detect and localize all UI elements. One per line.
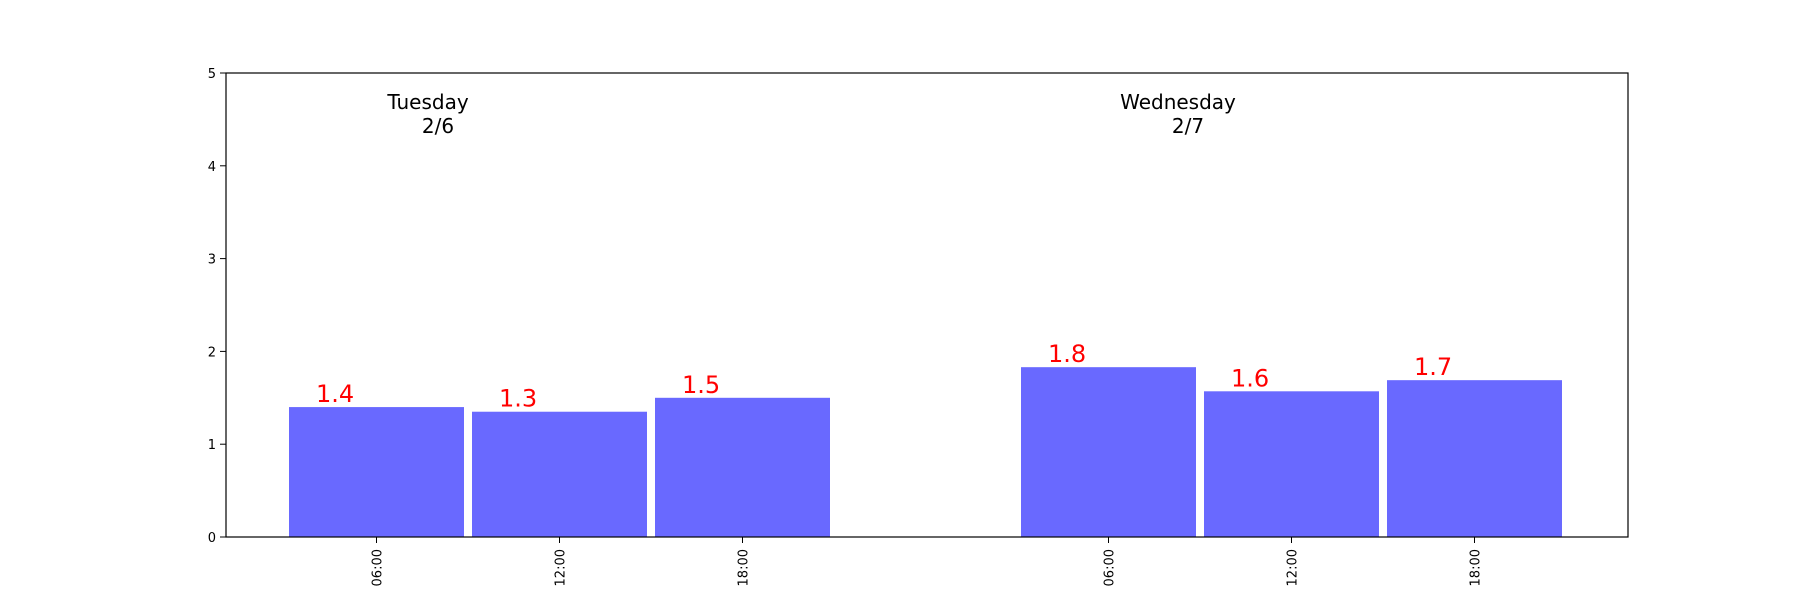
axes-layer: 0 1 2 3 4 5 06:00 12:00 18:00 06:00 12:00 18:00: [208, 67, 1484, 586]
y-tick-label: 0: [208, 531, 216, 546]
x-tick-label: 18:00: [737, 549, 752, 586]
x-tick-label: 12:00: [554, 549, 569, 586]
day-label: Tuesday: [386, 90, 469, 114]
x-tick-label: 18:00: [1469, 549, 1484, 586]
bar: [1204, 391, 1379, 537]
bar-value-label: 1.7: [1414, 353, 1452, 381]
bar: [289, 407, 464, 537]
bar-value-label: 1.6: [1231, 364, 1269, 392]
bar: [472, 411, 647, 537]
date-label: 2/6: [422, 114, 454, 138]
bar-value-label: 1.4: [316, 380, 354, 408]
bar-value-label: 1.8: [1048, 340, 1086, 368]
y-tick-label: 4: [208, 160, 216, 175]
bar: [1021, 367, 1196, 537]
bar: [655, 397, 830, 537]
x-tick-label: 12:00: [1286, 549, 1301, 586]
date-label: 2/7: [1172, 114, 1204, 138]
bar: [1387, 380, 1562, 537]
bar-value-label: 1.5: [682, 371, 720, 399]
x-tick-label: 06:00: [1103, 549, 1118, 586]
y-tick-label: 2: [208, 345, 216, 360]
y-tick-label: 5: [208, 67, 216, 82]
x-tick-label: 06:00: [371, 549, 386, 586]
bars-layer: [289, 367, 1562, 537]
y-tick-label: 3: [208, 253, 216, 268]
plot-frame: [225, 72, 1629, 538]
bar-value-label: 1.3: [499, 385, 537, 413]
day-label: Wednesday: [1120, 90, 1236, 114]
y-tick-label: 1: [208, 438, 216, 453]
